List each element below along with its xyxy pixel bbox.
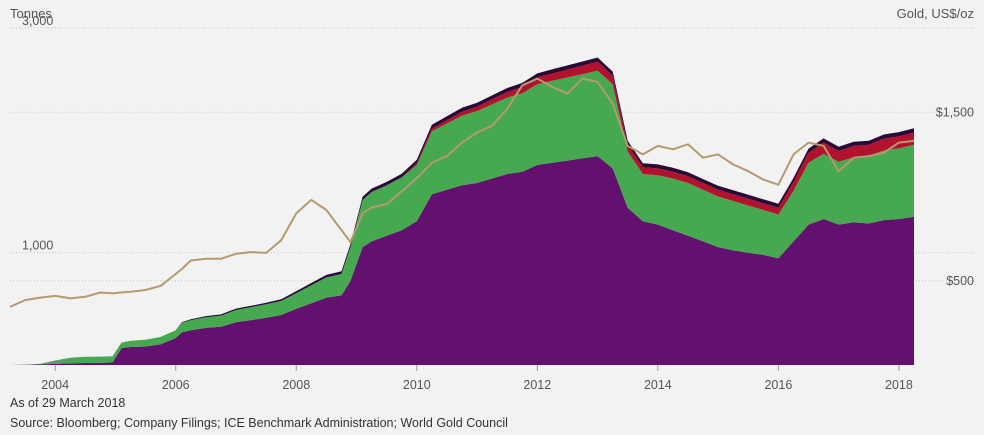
right-axis-title: Gold, US$/oz (896, 6, 974, 21)
source-note: Source: Bloomberg; Company Filings; ICE … (10, 416, 508, 430)
x-tick-label-2018: 2018 (885, 378, 913, 392)
x-tick-label-2008: 2008 (282, 378, 310, 392)
left-axis-title: Tonnes (10, 6, 52, 21)
y-left-tick-label-0: 1,000 (22, 239, 53, 253)
as-of-note: As of 29 March 2018 (10, 396, 126, 410)
area-series-0 (10, 156, 914, 365)
y-right-tick-label-1: $1,500 (936, 105, 974, 119)
stacked-areas (10, 57, 914, 365)
y-left-tick-label-1: 3,000 (22, 14, 53, 28)
x-tick-label-2006: 2006 (162, 378, 190, 392)
x-tick-label-2012: 2012 (523, 378, 551, 392)
x-tick-label-2004: 2004 (41, 378, 69, 392)
gold-price-line-group (9, 77, 915, 308)
gold-price-line (9, 77, 915, 308)
x-tick-label-2014: 2014 (644, 378, 672, 392)
area-series-1 (10, 70, 914, 365)
x-axis: 2004 2006 2008 2010 2012 2014 2016 2018 (41, 365, 913, 392)
y-right-tick-label-0: $500 (946, 274, 974, 288)
x-tick-label-2010: 2010 (403, 378, 431, 392)
x-tick-label-2016: 2016 (764, 378, 792, 392)
y-axis-labels: 1,000 3,000 $500 $1,500 (22, 14, 974, 288)
